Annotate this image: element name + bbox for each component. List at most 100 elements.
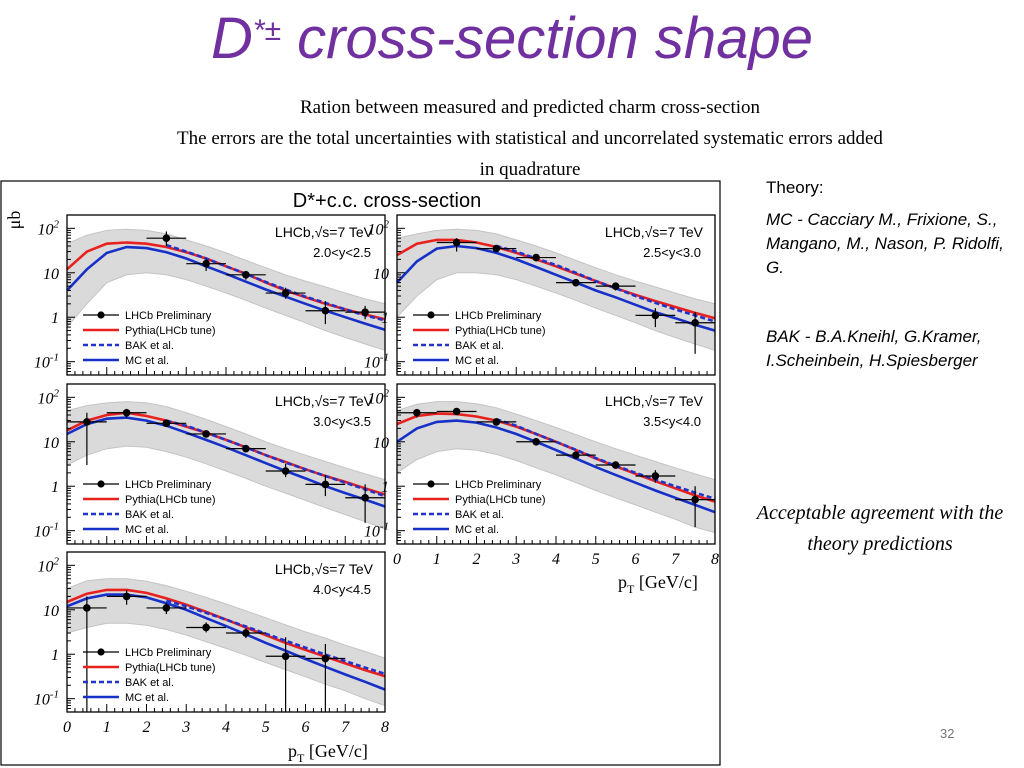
x-tick-label: 0 [63,719,71,736]
y-tick-label: 102 [38,555,60,575]
y-tick-label: 102 [368,387,390,407]
legend-label: BAK et al. [125,509,174,521]
mc-curve [396,244,716,332]
legend-marker [427,480,435,488]
y-tick-label: 10-1 [34,352,59,372]
legend-label: Pythia(LHCb tune) [455,325,546,337]
x-tick-label: 2 [143,719,151,736]
y-tick-label: 1 [381,310,389,327]
theory-heading: Theory: [766,178,824,197]
data-point [651,472,660,480]
y-tick-label: 10-1 [34,689,59,709]
subtitle-line-3: in quadrature [479,159,581,180]
pythia-curve [66,411,386,496]
data-point [281,467,290,475]
y-tick-label: 1 [51,310,59,327]
y-tick-label: 1 [51,479,59,496]
data-point [572,278,580,287]
data-point [572,451,580,459]
pythia-curve [396,238,716,320]
legend-label: BAK et al. [125,677,174,689]
y-tick-label: 1 [51,647,59,664]
legend-label: Pythia(LHCb tune) [125,325,216,337]
y-tick-label: 10 [43,266,59,283]
data-point [691,495,699,504]
cross-section-chart: D*+c.c. cross-section 10210110-1LHCb,√s=… [0,180,721,766]
data-point [242,271,250,279]
experiment-label: LHCb,√s=7 TeV [275,393,374,409]
data-point [361,493,369,502]
data-point [321,306,330,315]
data-point [321,654,330,663]
rapidity-range-label: 2.0<y<2.5 [313,245,371,260]
legend-label: LHCb Preliminary [455,310,542,322]
data-point [651,311,660,320]
data-point [413,408,421,417]
data-point [122,592,131,601]
legend-label: MC et al. [455,524,499,536]
mc-curve [66,245,386,332]
y-tick-label: 10 [43,603,59,620]
legend-label: MC et al. [455,355,499,367]
subtitle-line-1: Ration between measured and predicted ch… [299,97,761,118]
theory-bak-reference: BAK - B.A.Kneihl, G.Kramer, I.Scheinbein… [766,327,982,370]
experiment-label: LHCb,√s=7 TeV [275,561,374,577]
data-point [122,408,131,417]
bak-curve [166,419,386,498]
y-tick-label: 10-1 [364,521,389,541]
legend-label: BAK et al. [455,340,504,352]
data-point [691,318,699,327]
rapidity-range-label: 3.5<y<4.0 [643,414,701,429]
data-point [242,444,250,453]
y-tick-label: 102 [38,387,60,407]
y-axis-label: μb [4,211,24,230]
legend-label: LHCb Preliminary [455,479,542,491]
chart-title: D*+c.c. cross-section [293,190,481,212]
x-tick-label: 5 [262,719,270,736]
data-point [162,604,171,612]
data-point [361,308,369,316]
data-point [162,419,171,428]
data-point [611,282,620,290]
rapidity-range-label: 3.0<y<3.5 [313,414,371,429]
x-tick-label: 8 [381,719,389,736]
data-point [202,623,210,632]
x-tick-label: 4 [222,719,230,736]
x-tick-label: 2 [473,551,481,568]
x-tick-label: 5 [592,551,600,568]
data-point [611,461,620,469]
legend-label: LHCb Preliminary [125,647,212,659]
mc-curve [396,419,716,514]
experiment-label: LHCb,√s=7 TeV [275,224,374,240]
bak-curve [496,244,716,323]
conclusion-text: Acceptable agreement with the theory pre… [756,502,1004,555]
bak-curve [496,418,716,501]
legend-marker [97,648,105,656]
data-point [492,418,501,426]
subtitle-line-2: The errors are the total uncertainties w… [177,128,883,149]
panel-5: 102 10 1 10-1 LHCb,√s=7 TeV 4.0<y<4.5 LHCb Pre… [34,551,386,713]
bak-curve [165,243,386,322]
theory-mc-reference: MC - Cacciary M., Frixione, S., Mangano,… [766,210,1004,277]
legend-label: MC et al. [125,692,169,704]
legend-label: LHCb Preliminary [125,479,212,491]
experiment-label: LHCb,√s=7 TeV [605,393,704,409]
y-tick-label: 10 [373,435,389,452]
data-point [83,418,91,426]
data-point [202,259,210,268]
x-tick-label: 7 [341,719,350,736]
data-point [452,407,461,416]
bak-curve [166,599,386,676]
experiment-label: LHCb,√s=7 TeV [605,224,704,240]
legend-label: BAK et al. [125,340,174,352]
legend-label: BAK et al. [455,509,504,521]
y-tick-label: 10 [43,435,59,452]
mc-curve [66,416,386,508]
y-tick-label: 102 [38,218,60,238]
y-tick-label: 10-1 [364,352,389,372]
data-point [281,289,290,297]
legend-label: Pythia(LHCb tune) [125,494,216,506]
x-tick-label: 3 [181,719,190,736]
x-axis-label-right: pT [GeV/c] [618,572,698,596]
